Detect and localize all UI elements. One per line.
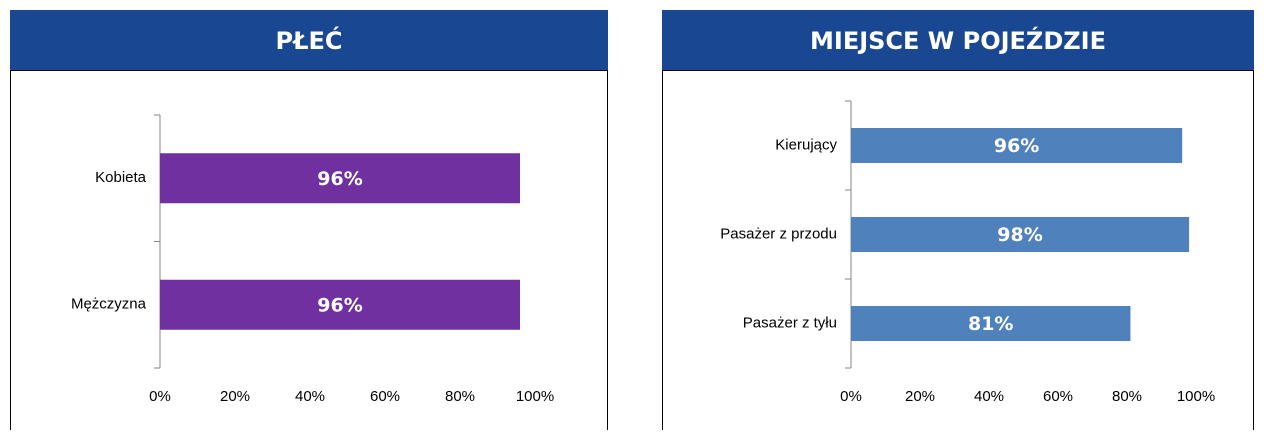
x-tick-label: 60% [370,388,400,405]
panel-title: PŁEĆ [275,25,342,55]
x-tick-label: 100% [1177,388,1215,405]
category-label: Mężczyzna [71,296,147,313]
value-label: 96% [317,168,362,190]
panel-header [10,10,608,70]
category-label: Pasażer z tyłu [743,314,837,331]
category-label: Kobieta [95,169,147,186]
bar [851,306,1131,341]
x-tick-label: 0% [149,388,171,405]
value-label: 96% [994,135,1039,157]
value-label: 81% [968,313,1013,335]
category-label: Kierujący [775,136,837,153]
value-label: 96% [317,294,362,316]
category-label: Pasażer z przodu [720,225,837,242]
x-tick-label: 20% [905,388,935,405]
bar [851,217,1190,252]
panel-header [662,10,1254,70]
x-tick-label: 20% [220,388,250,405]
x-tick-label: 0% [840,388,862,405]
x-tick-label: 40% [974,388,1004,405]
x-tick-label: 40% [295,388,325,405]
x-tick-label: 100% [516,388,554,405]
x-tick-label: 60% [1043,388,1073,405]
value-label: 98% [997,224,1042,246]
panel-border [10,70,608,434]
x-tick-label: 80% [1112,388,1142,405]
bar [160,153,520,204]
panel-border [662,70,1254,434]
x-tick-label: 80% [445,388,475,405]
bar [851,128,1183,163]
panel-title: MIEJSCE W POJEŹDZIE [810,26,1106,55]
bar [160,279,520,330]
